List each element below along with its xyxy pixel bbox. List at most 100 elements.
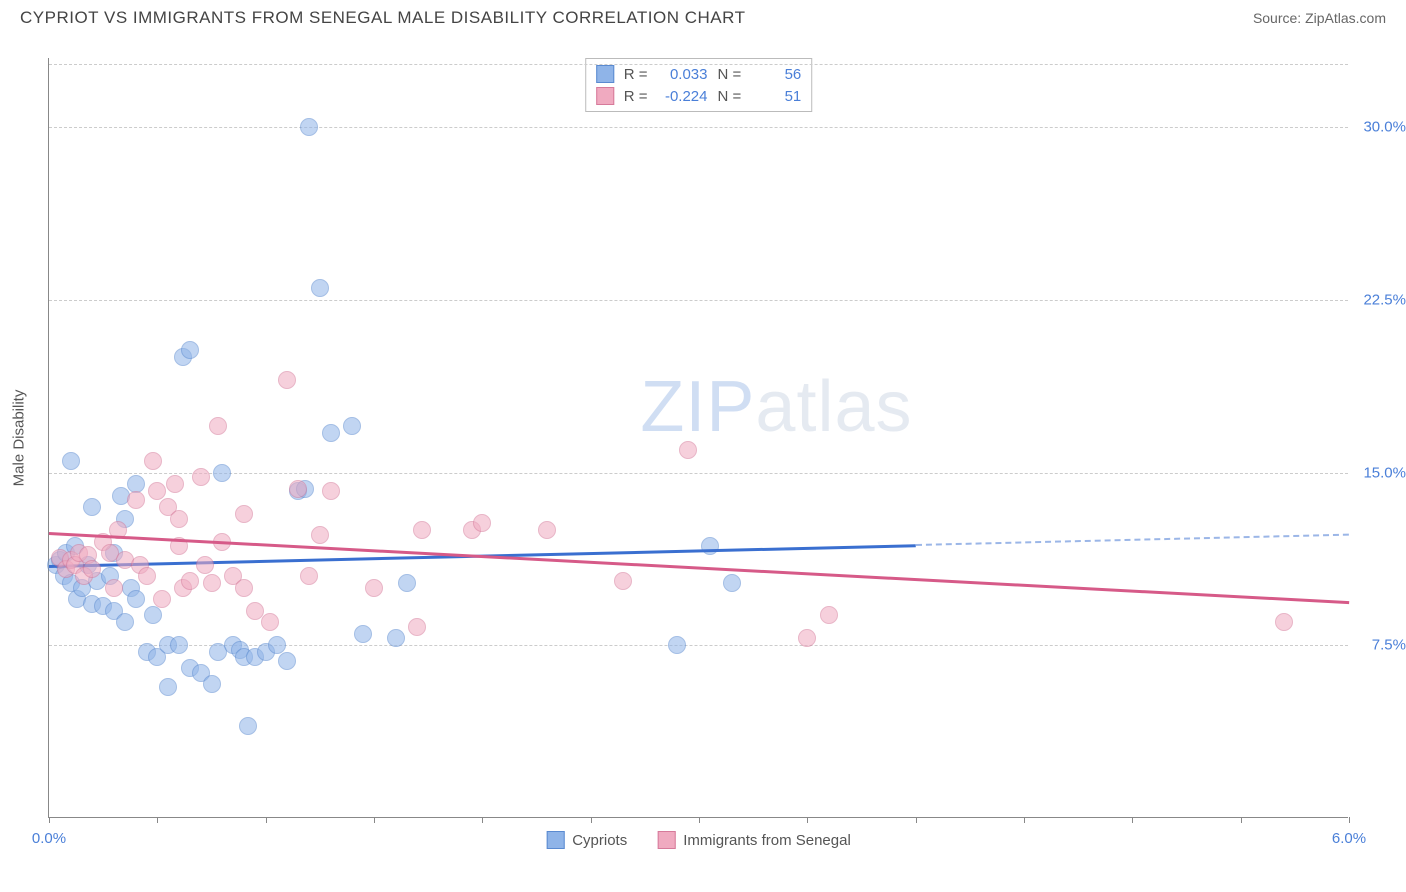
data-point [473, 514, 491, 532]
source-name: ZipAtlas.com [1305, 10, 1386, 26]
y-tick-label: 7.5% [1372, 637, 1406, 654]
x-tick [49, 817, 50, 823]
data-point [196, 556, 214, 574]
data-point [166, 475, 184, 493]
data-point [105, 579, 123, 597]
data-point [268, 636, 286, 654]
stats-row-1: R = -0.224 N = 51 [596, 85, 802, 107]
x-tick [699, 817, 700, 823]
trend-line-extension [916, 534, 1349, 546]
gridline [49, 64, 1348, 65]
legend-label-1: Immigrants from Senegal [683, 832, 851, 849]
data-point [387, 629, 405, 647]
data-point [1275, 613, 1293, 631]
data-point [679, 441, 697, 459]
stat-r-value-0: 0.033 [658, 66, 708, 83]
source-attribution: Source: ZipAtlas.com [1253, 10, 1386, 26]
data-point [239, 717, 257, 735]
legend-swatch-1 [657, 831, 675, 849]
x-tick [1241, 817, 1242, 823]
data-point [203, 675, 221, 693]
y-tick-label: 15.0% [1363, 464, 1406, 481]
data-point [311, 526, 329, 544]
stats-row-0: R = 0.033 N = 56 [596, 63, 802, 85]
legend-item-1: Immigrants from Senegal [657, 831, 851, 849]
x-tick [1349, 817, 1350, 823]
data-point [144, 452, 162, 470]
x-tick-label-left: 0.0% [32, 830, 66, 847]
legend-item-0: Cypriots [546, 831, 627, 849]
series-swatch-0 [596, 65, 614, 83]
data-point [116, 613, 134, 631]
data-point [192, 468, 210, 486]
data-point [300, 118, 318, 136]
source-label: Source: [1253, 10, 1305, 26]
x-tick [482, 817, 483, 823]
stat-r-label: R = [624, 88, 648, 105]
watermark: ZIPatlas [640, 366, 912, 448]
data-point [181, 341, 199, 359]
stats-legend-box: R = 0.033 N = 56 R = -0.224 N = 51 [585, 58, 813, 112]
x-tick [266, 817, 267, 823]
data-point [278, 371, 296, 389]
y-axis-title: Male Disability [11, 389, 28, 486]
data-point [289, 480, 307, 498]
data-point [723, 574, 741, 592]
data-point [701, 537, 719, 555]
data-point [343, 417, 361, 435]
data-point [261, 613, 279, 631]
stat-n-label: N = [718, 88, 742, 105]
x-tick [374, 817, 375, 823]
stat-n-value-1: 51 [751, 88, 801, 105]
series-swatch-1 [596, 87, 614, 105]
x-tick [916, 817, 917, 823]
watermark-atlas: atlas [755, 367, 912, 447]
data-point [311, 279, 329, 297]
data-point [614, 572, 632, 590]
data-point [148, 482, 166, 500]
watermark-zip: ZIP [640, 367, 755, 447]
x-tick [591, 817, 592, 823]
data-point [413, 521, 431, 539]
data-point [62, 452, 80, 470]
stat-n-label: N = [718, 66, 742, 83]
data-point [144, 606, 162, 624]
data-point [170, 636, 188, 654]
gridline [49, 473, 1348, 474]
data-point [235, 505, 253, 523]
gridline [49, 300, 1348, 301]
y-tick-label: 22.5% [1363, 291, 1406, 308]
stat-r-value-1: -0.224 [658, 88, 708, 105]
data-point [138, 567, 156, 585]
x-tick [807, 817, 808, 823]
data-point [235, 579, 253, 597]
x-tick [1132, 817, 1133, 823]
data-point [365, 579, 383, 597]
scatter-chart: Male Disability ZIPatlas R = 0.033 N = 5… [48, 58, 1348, 818]
data-point [354, 625, 372, 643]
data-point [159, 678, 177, 696]
data-point [127, 590, 145, 608]
data-point [322, 424, 340, 442]
data-point [181, 572, 199, 590]
legend-label-0: Cypriots [572, 832, 627, 849]
data-point [213, 464, 231, 482]
data-point [798, 629, 816, 647]
data-point [408, 618, 426, 636]
legend-bottom: Cypriots Immigrants from Senegal [546, 831, 851, 849]
data-point [538, 521, 556, 539]
x-tick [1024, 817, 1025, 823]
data-point [127, 491, 145, 509]
data-point [278, 652, 296, 670]
legend-swatch-0 [546, 831, 564, 849]
data-point [83, 498, 101, 516]
gridline [49, 127, 1348, 128]
x-tick-label-right: 6.0% [1332, 830, 1366, 847]
data-point [820, 606, 838, 624]
chart-title: CYPRIOT VS IMMIGRANTS FROM SENEGAL MALE … [20, 8, 745, 28]
data-point [668, 636, 686, 654]
data-point [322, 482, 340, 500]
data-point [170, 510, 188, 528]
data-point [83, 560, 101, 578]
data-point [153, 590, 171, 608]
